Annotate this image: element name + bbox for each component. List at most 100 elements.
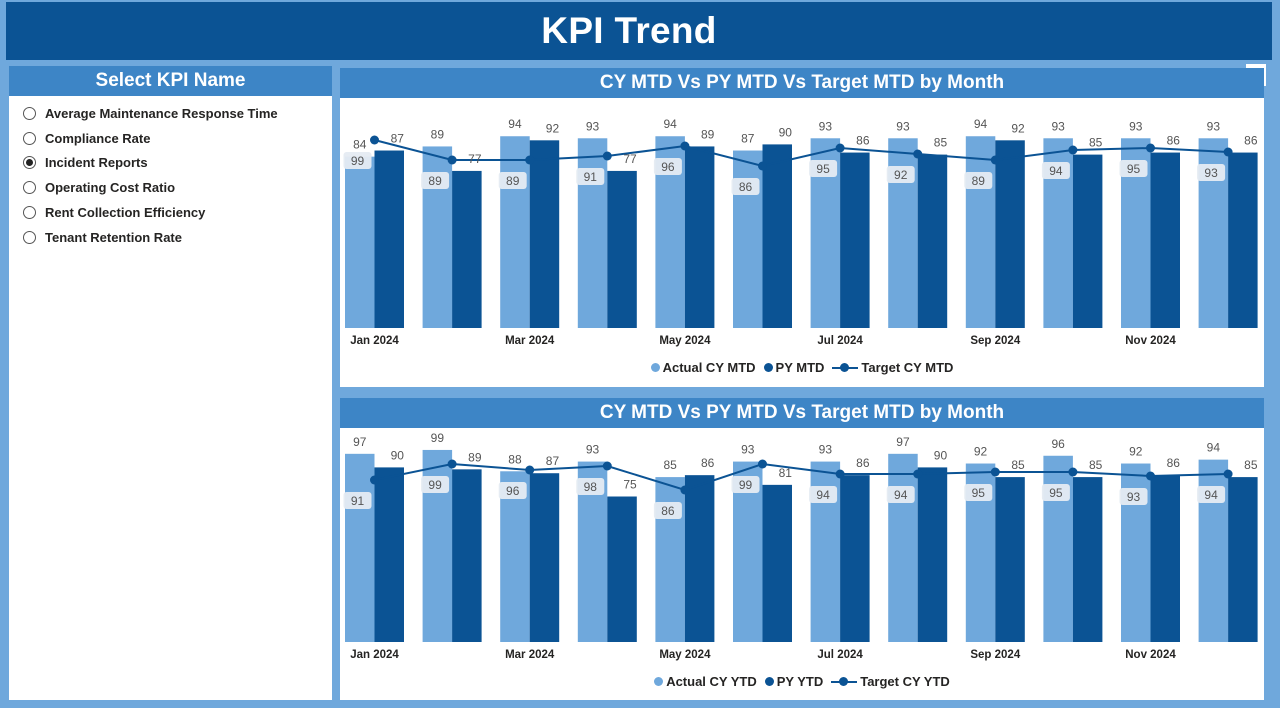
target-point[interactable] [680, 141, 690, 151]
kpi-option[interactable]: Tenant Retention Rate [23, 225, 332, 250]
legend-item-actual[interactable]: Actual CY YTD [654, 674, 757, 689]
radio-button[interactable] [23, 106, 36, 120]
target-point[interactable] [1068, 467, 1078, 477]
bar-prior[interactable] [607, 496, 637, 643]
bar-prior[interactable] [1228, 477, 1258, 642]
bar-actual[interactable] [345, 156, 375, 328]
target-point[interactable] [1223, 147, 1233, 157]
bar-prior[interactable] [529, 473, 560, 642]
target-point[interactable] [602, 461, 612, 471]
target-point[interactable] [1146, 143, 1155, 153]
bar-actual[interactable] [733, 150, 763, 328]
mtd-chart-panel: CY MTD Vs PY MTD Vs Target MTD by Month … [340, 68, 1264, 387]
radio-button[interactable] [23, 131, 36, 145]
target-point[interactable] [758, 161, 767, 171]
bar-actual[interactable] [1043, 455, 1073, 642]
radio-button[interactable] [23, 156, 36, 170]
bar-prior[interactable] [1150, 475, 1181, 642]
legend-dot-icon [763, 363, 773, 372]
bar-prior[interactable] [995, 477, 1025, 642]
radio-button[interactable] [23, 230, 36, 244]
target-point[interactable] [447, 155, 457, 165]
bar-prior[interactable] [1150, 152, 1181, 328]
bar-prior[interactable] [917, 467, 948, 642]
bar-prior[interactable] [840, 152, 870, 328]
target-point[interactable] [447, 459, 457, 469]
label-actual: 93 [586, 443, 600, 457]
bar-prior[interactable] [840, 475, 870, 642]
bar-actual[interactable] [577, 138, 608, 328]
bar-prior[interactable] [762, 144, 793, 328]
target-point[interactable] [525, 465, 535, 475]
target-point[interactable] [680, 485, 690, 495]
bar-prior[interactable] [995, 140, 1025, 328]
bar-actual[interactable] [888, 453, 918, 642]
label-target: 93 [1127, 490, 1141, 504]
kpi-option[interactable]: Average Maintenance Response Time [23, 101, 332, 126]
bar-prior[interactable] [452, 170, 482, 328]
label-target-bg [731, 178, 760, 195]
legend-item-prior[interactable]: PY MTD [763, 360, 824, 375]
label-prior: 85 [1089, 458, 1103, 472]
legend-item-actual[interactable]: Actual CY MTD [650, 360, 756, 375]
bar-prior[interactable] [374, 467, 405, 642]
target-point[interactable] [835, 469, 845, 479]
target-point[interactable] [913, 149, 923, 159]
target-point[interactable] [602, 151, 612, 161]
bar-prior[interactable] [529, 140, 560, 328]
bar-actual[interactable] [965, 136, 996, 328]
legend-item-target[interactable]: Target CY YTD [831, 674, 950, 689]
legend-item-target[interactable]: Target CY MTD [832, 360, 953, 375]
label-target: 95 [816, 162, 830, 176]
target-point[interactable] [990, 155, 1000, 165]
x-tick-label: May 2024 [659, 649, 711, 661]
target-point[interactable] [370, 135, 379, 145]
legend-item-prior[interactable]: PY YTD [764, 674, 823, 689]
label-actual: 97 [896, 435, 910, 449]
bar-prior[interactable] [374, 150, 405, 328]
bar-prior[interactable] [684, 146, 715, 328]
slicer-title: Select KPI Name [9, 66, 332, 96]
target-point[interactable] [913, 469, 923, 479]
bar-actual[interactable] [345, 453, 375, 642]
target-point[interactable] [758, 459, 767, 469]
label-target-bg [343, 152, 372, 169]
bar-prior[interactable] [684, 475, 715, 642]
kpi-option-label: Incident Reports [45, 155, 148, 171]
radio-button[interactable] [23, 181, 36, 195]
kpi-option[interactable]: Compliance Rate [23, 126, 332, 151]
legend-dot-icon [764, 677, 774, 686]
target-point[interactable] [1146, 471, 1155, 481]
bar-prior[interactable] [1072, 154, 1103, 328]
target-point[interactable] [835, 143, 845, 153]
label-target-bg [809, 160, 838, 177]
label-target: 99 [351, 154, 365, 168]
label-actual: 93 [819, 119, 833, 133]
kpi-option[interactable]: Rent Collection Efficiency [23, 200, 332, 225]
radio-button[interactable] [23, 206, 36, 220]
bar-prior[interactable] [607, 170, 637, 328]
label-actual: 96 [1051, 437, 1065, 451]
label-target: 94 [1204, 488, 1218, 502]
target-point[interactable] [990, 467, 1000, 477]
label-target-bg [1119, 160, 1148, 177]
label-actual: 93 [1051, 119, 1065, 133]
bar-prior[interactable] [1072, 477, 1103, 642]
kpi-option[interactable]: Incident Reports [23, 151, 332, 176]
bar-actual[interactable] [655, 477, 685, 642]
target-point[interactable] [1223, 469, 1233, 479]
bar-prior[interactable] [1228, 152, 1258, 328]
label-actual: 94 [974, 117, 988, 131]
kpi-option[interactable]: Operating Cost Ratio [23, 175, 332, 200]
target-point[interactable] [1068, 145, 1078, 155]
label-target: 95 [1049, 486, 1063, 500]
label-actual: 88 [508, 452, 522, 466]
label-actual: 93 [819, 443, 833, 457]
bar-actual[interactable] [500, 136, 530, 328]
bar-prior[interactable] [762, 484, 793, 642]
bar-prior[interactable] [917, 154, 948, 328]
target-point[interactable] [525, 155, 535, 165]
bar-actual[interactable] [500, 471, 530, 642]
target-point[interactable] [370, 475, 379, 485]
bar-prior[interactable] [452, 469, 482, 642]
